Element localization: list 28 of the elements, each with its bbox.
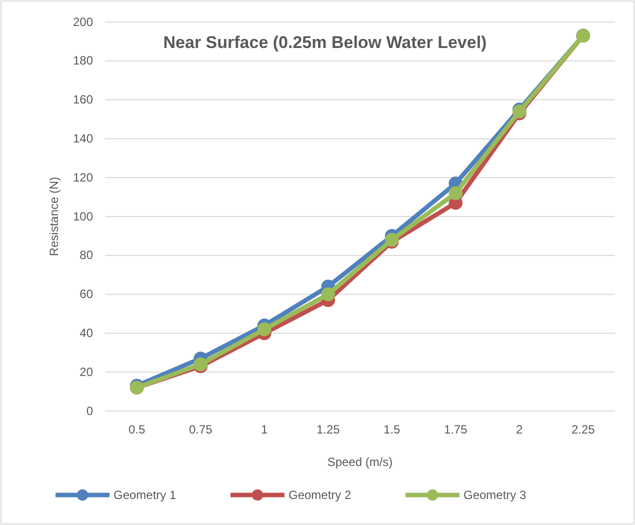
y-tick-label: 160 [72,92,94,107]
y-tick-label: 120 [72,170,94,184]
point [321,287,336,302]
y-tick-label: 0 [86,404,94,418]
x-tick-label: 0.75 [188,422,213,437]
x-tick-label: 0.5 [128,422,146,437]
legend-label: Geometry 2 [288,488,352,502]
x-tick-label: 1 [261,422,268,437]
x-axis-title: Speed (m/s) [327,455,393,469]
y-tick-label: 60 [80,287,94,302]
legend-label: Geometry 1 [114,488,177,502]
y-tick-label: 80 [80,248,94,262]
text: Near Surface (0.25m Below Water Level) [163,33,487,52]
point [448,186,463,200]
x-tick-label: 2 [516,422,524,437]
y-tick-label: 140 [72,132,94,146]
x-tick-label: 1.75 [444,422,468,437]
x-tick-label: 2.25 [571,422,596,437]
x-tick-label: 1.5 [384,422,401,437]
y-tick-label: 40 [80,326,94,340]
y-tick-label: 180 [72,54,94,68]
point [257,322,272,336]
y-axis-title: Resistance (N) [47,176,61,256]
x-tick-label: 1.25 [316,422,340,437]
y-tick-label: 100 [72,209,94,224]
legend-label: Geometry 3 [464,488,527,502]
y-tick-label: 20 [80,364,94,379]
y-tick-label: 200 [72,14,94,29]
